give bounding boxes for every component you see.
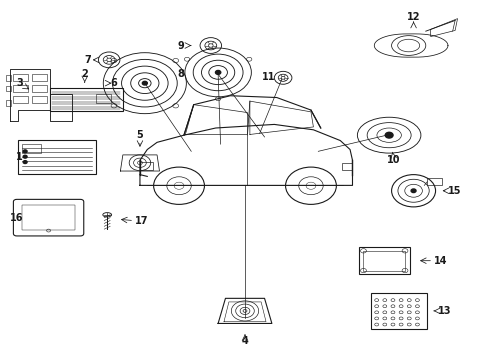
Text: 4: 4 xyxy=(242,336,248,346)
Text: 2: 2 xyxy=(81,69,88,79)
Circle shape xyxy=(216,71,221,75)
Bar xyxy=(32,96,47,103)
Text: 11: 11 xyxy=(262,72,275,82)
Circle shape xyxy=(411,189,416,193)
Text: 16: 16 xyxy=(10,213,24,222)
Circle shape xyxy=(23,161,27,163)
Bar xyxy=(49,87,123,111)
Circle shape xyxy=(23,150,27,153)
Bar xyxy=(13,96,27,103)
Bar xyxy=(371,293,427,329)
Bar xyxy=(13,74,27,81)
Circle shape xyxy=(142,81,147,85)
Text: 15: 15 xyxy=(448,186,462,196)
Bar xyxy=(96,94,111,103)
Bar xyxy=(32,74,47,81)
Bar xyxy=(22,206,75,230)
Bar xyxy=(427,178,442,185)
Text: 13: 13 xyxy=(438,306,451,316)
Text: 8: 8 xyxy=(177,69,184,79)
Bar xyxy=(5,86,11,91)
Text: 5: 5 xyxy=(137,130,143,140)
Bar xyxy=(359,247,410,274)
Text: 1: 1 xyxy=(16,152,23,162)
Bar xyxy=(13,85,27,92)
Circle shape xyxy=(23,155,27,158)
Text: 9: 9 xyxy=(177,41,184,50)
Bar xyxy=(5,75,11,81)
Text: 6: 6 xyxy=(111,78,118,88)
Text: 7: 7 xyxy=(84,55,91,65)
Bar xyxy=(364,251,405,271)
Bar xyxy=(32,85,47,92)
Text: 17: 17 xyxy=(135,216,148,226)
Text: 10: 10 xyxy=(387,155,401,165)
Text: 3: 3 xyxy=(16,78,23,88)
Bar xyxy=(22,144,41,153)
Bar xyxy=(141,162,153,170)
Bar xyxy=(5,100,11,106)
Text: 12: 12 xyxy=(407,12,420,22)
Bar xyxy=(18,140,96,174)
Bar xyxy=(342,163,351,170)
Text: 14: 14 xyxy=(434,256,447,266)
Circle shape xyxy=(385,132,393,138)
